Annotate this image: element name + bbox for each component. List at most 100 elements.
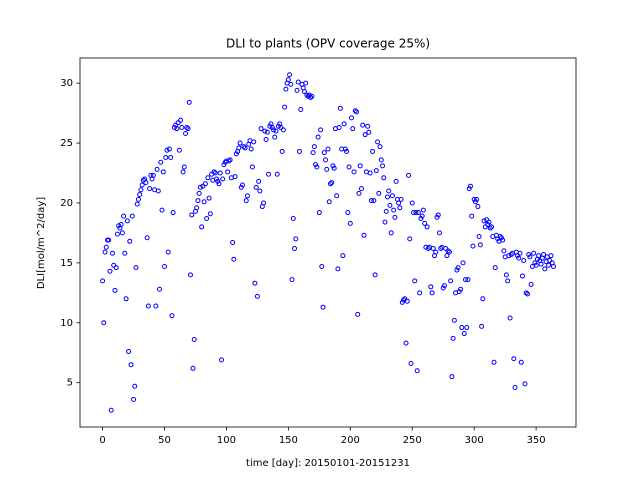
- point: [521, 257, 527, 263]
- point: [225, 169, 231, 175]
- y-tick-label: 15: [60, 258, 73, 269]
- point: [320, 304, 326, 310]
- point: [275, 123, 281, 129]
- point: [501, 248, 507, 254]
- point: [465, 277, 471, 283]
- point: [195, 198, 201, 204]
- x-tick-label: 200: [341, 435, 360, 446]
- point: [134, 201, 140, 207]
- point: [524, 291, 530, 297]
- point: [186, 99, 192, 105]
- point: [365, 123, 371, 129]
- point: [112, 287, 118, 293]
- point: [226, 158, 232, 164]
- point: [313, 162, 319, 168]
- point: [541, 251, 547, 257]
- point: [323, 157, 329, 163]
- point: [471, 196, 477, 202]
- point: [516, 255, 522, 261]
- point: [138, 187, 144, 193]
- point: [389, 193, 395, 199]
- point: [237, 140, 243, 146]
- point: [253, 184, 259, 190]
- point: [337, 105, 343, 111]
- point: [350, 126, 356, 132]
- point: [103, 244, 109, 250]
- point: [107, 268, 113, 274]
- point: [256, 178, 262, 184]
- point: [163, 154, 169, 160]
- y-tick-label: 10: [60, 318, 73, 329]
- point: [532, 260, 538, 266]
- point: [498, 235, 504, 241]
- point: [461, 331, 467, 337]
- point: [459, 325, 465, 331]
- point: [356, 190, 362, 196]
- x-tick-label: 0: [99, 435, 105, 446]
- point: [489, 224, 495, 230]
- point: [342, 146, 348, 152]
- point: [413, 210, 419, 216]
- point: [349, 115, 355, 121]
- point: [199, 224, 205, 230]
- point: [460, 260, 466, 266]
- y-tick-label: 25: [60, 138, 73, 149]
- point: [485, 222, 491, 228]
- point: [257, 188, 263, 194]
- point: [324, 166, 330, 172]
- point: [371, 198, 377, 204]
- point: [273, 128, 279, 134]
- point: [375, 139, 381, 145]
- point: [412, 278, 418, 284]
- point: [153, 303, 159, 309]
- point: [433, 249, 439, 255]
- point: [372, 272, 378, 278]
- point: [262, 128, 268, 134]
- point: [319, 263, 325, 269]
- point: [528, 281, 534, 287]
- point: [206, 195, 212, 201]
- point: [392, 214, 398, 220]
- point: [380, 163, 386, 169]
- point: [398, 196, 404, 202]
- point: [197, 184, 203, 190]
- point: [428, 284, 434, 290]
- point: [303, 80, 309, 86]
- point: [384, 194, 390, 200]
- y-axis-label: DLI[mol/m^2/day]: [36, 197, 47, 289]
- point: [545, 262, 551, 268]
- point: [184, 124, 190, 130]
- point: [308, 95, 314, 101]
- point: [191, 337, 197, 343]
- point: [383, 208, 389, 214]
- point: [542, 266, 548, 272]
- point: [407, 236, 413, 242]
- point: [327, 181, 333, 187]
- point: [211, 169, 217, 175]
- point: [408, 361, 414, 367]
- point: [472, 199, 478, 205]
- point: [335, 266, 341, 272]
- point: [164, 147, 170, 153]
- point: [304, 92, 310, 98]
- point: [373, 168, 379, 174]
- point: [456, 289, 462, 295]
- point: [419, 213, 425, 219]
- point: [251, 139, 257, 145]
- point: [523, 290, 529, 296]
- point: [422, 220, 428, 226]
- point: [376, 190, 382, 196]
- point: [266, 171, 272, 177]
- point: [441, 283, 447, 289]
- point: [180, 169, 186, 175]
- point: [336, 124, 342, 130]
- point: [526, 251, 532, 257]
- point: [288, 81, 294, 87]
- point: [157, 286, 163, 292]
- point: [128, 362, 134, 368]
- point: [358, 186, 364, 192]
- point: [314, 164, 320, 170]
- point: [315, 134, 321, 140]
- point: [480, 296, 486, 302]
- point: [201, 199, 207, 205]
